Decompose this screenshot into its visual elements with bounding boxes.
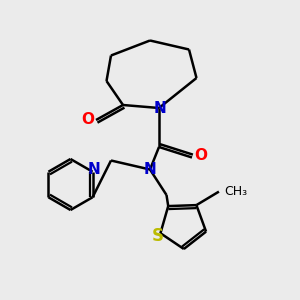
Text: O: O [194,148,207,164]
Text: N: N [88,162,100,177]
Text: S: S [152,227,164,245]
Text: O: O [81,112,94,128]
Text: N: N [153,101,166,116]
Text: N: N [144,162,156,177]
Text: CH₃: CH₃ [224,185,248,198]
